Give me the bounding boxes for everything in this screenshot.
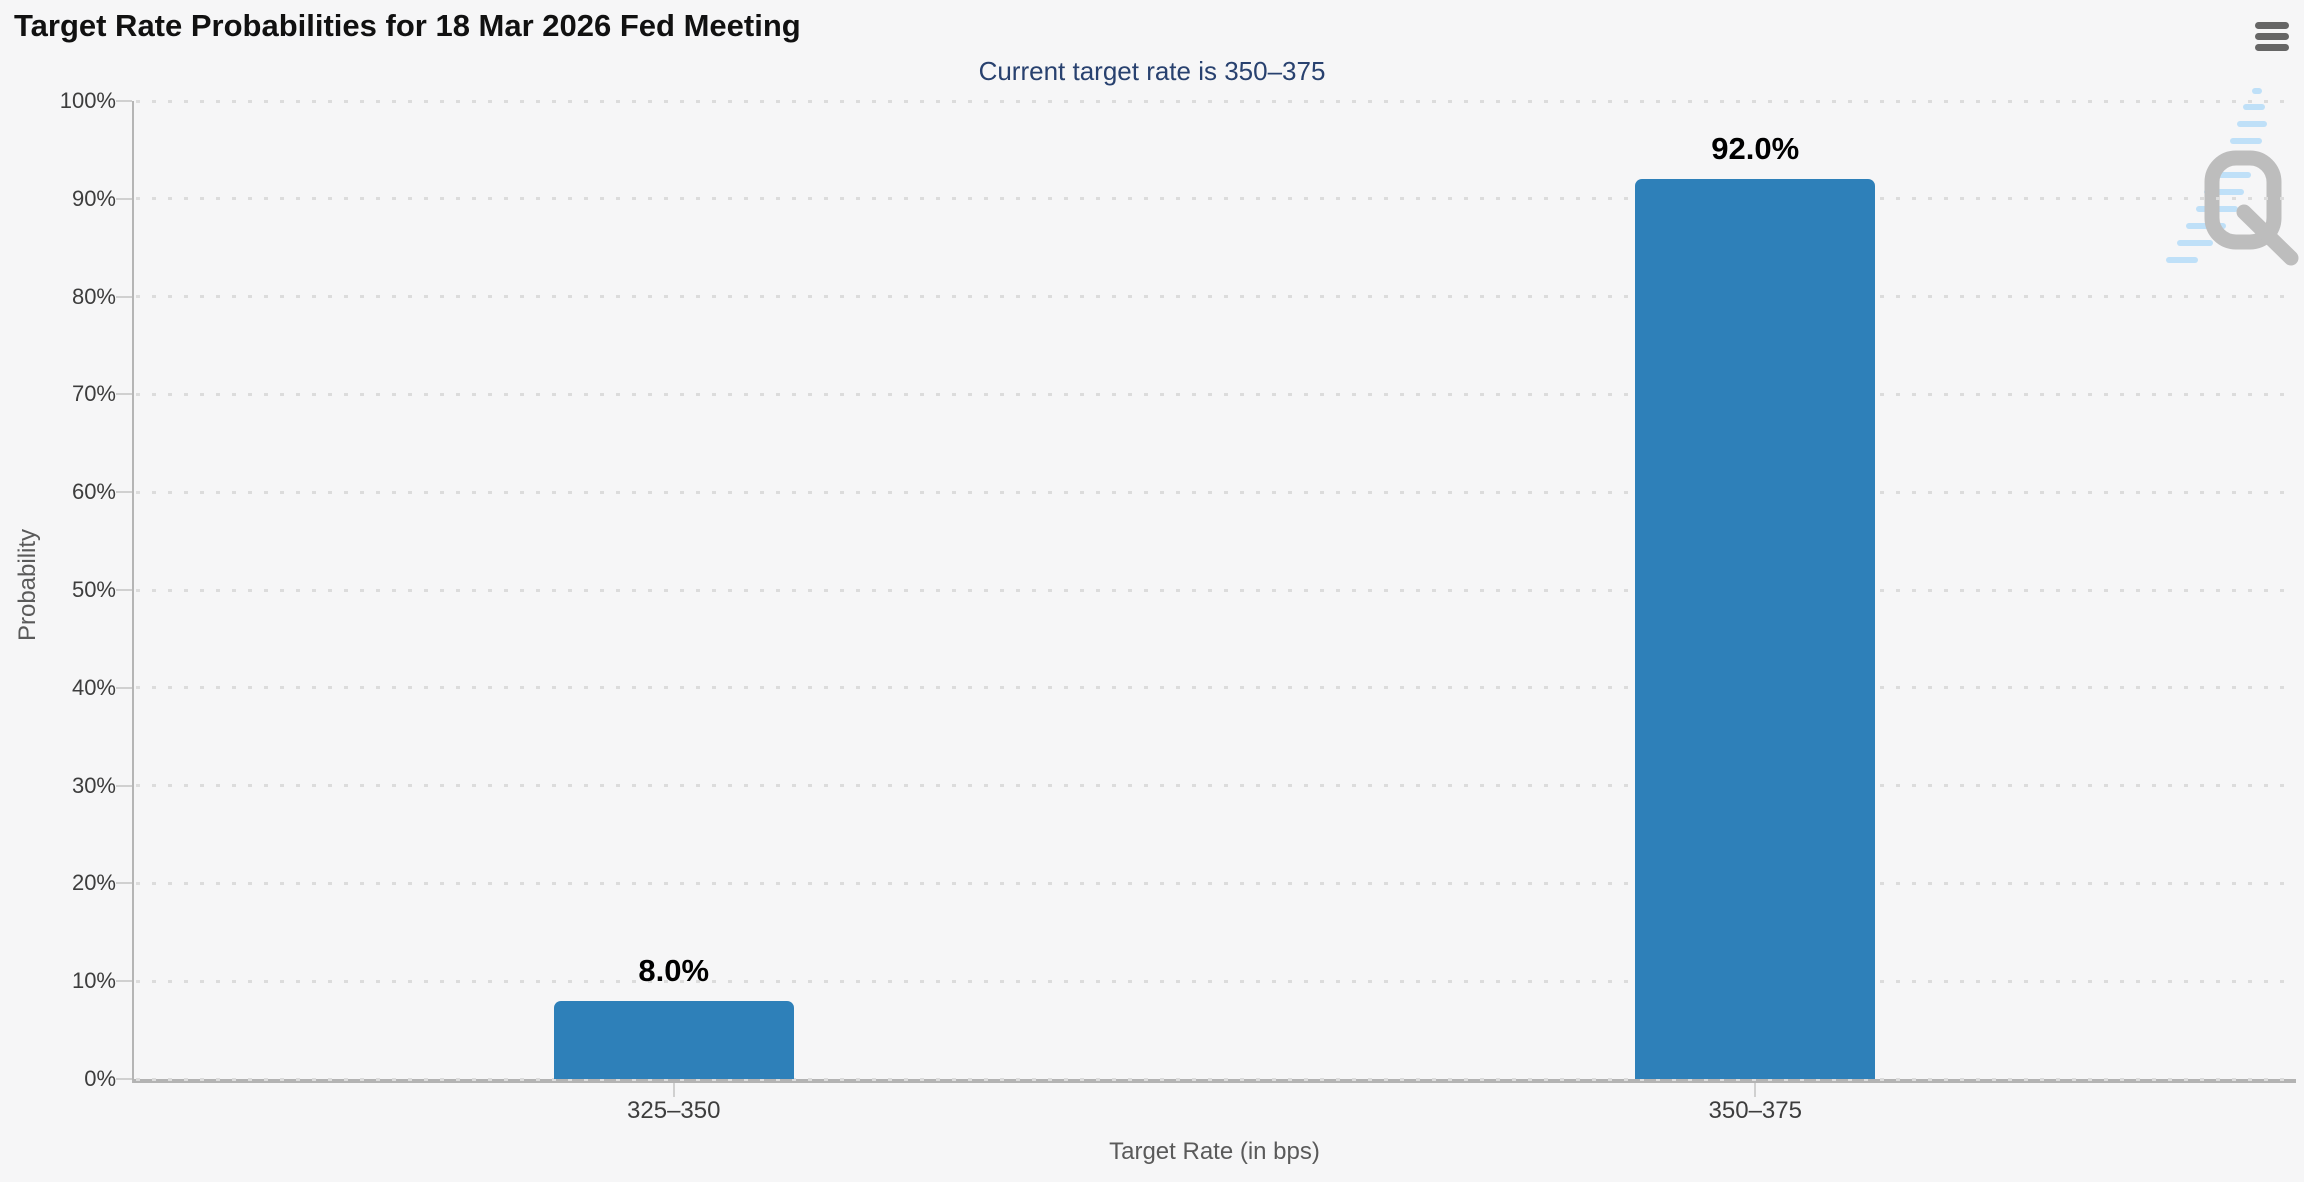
y-axis-tick [116,491,132,494]
hamburger-icon [2255,21,2289,29]
watermark-dash [2204,189,2244,195]
gridline [136,392,2296,396]
x-axis-category-label: 325–350 [627,1097,721,1124]
gridline [136,295,2296,299]
y-axis-tick [116,784,132,787]
watermark-dash [2252,88,2262,94]
gridline [136,588,2296,592]
x-axis-tick [672,1083,675,1097]
bar-value-label: 8.0% [638,952,710,988]
y-axis-tick [116,393,132,396]
bar-value-label: 92.0% [1711,131,1800,167]
y-axis-tick [116,197,132,200]
gridline [136,197,2296,201]
x-axis-line [133,1079,2296,1083]
gridline [136,784,2296,788]
watermark-dash [2166,257,2198,263]
chart-context-menu-button[interactable] [2246,12,2298,58]
bar[interactable] [1635,179,1876,1079]
y-axis-tick-label: 40% [71,674,116,700]
y-axis-tick-label: 10% [71,968,116,994]
y-axis-tick-label: 70% [71,381,116,407]
y-axis-line [132,101,134,1083]
gridline [136,490,2296,494]
y-axis-tick-label: 30% [71,772,116,798]
hamburger-icon [2255,43,2289,51]
y-axis-tick-label: 20% [71,870,116,896]
gridline [136,1077,2296,1081]
x-axis-title: Target Rate (in bps) [1109,1138,1320,1165]
bar[interactable] [553,1000,794,1079]
y-axis-tick-label: 90% [71,185,116,211]
watermark-dash [2230,138,2262,144]
y-axis-tick-label: 80% [71,283,116,309]
y-axis-tick [116,589,132,591]
gridline [136,99,2296,103]
y-axis-tick [116,100,132,102]
y-axis-tick-label: 60% [71,479,116,505]
watermark-dash [2213,172,2251,178]
watermark-dash [2243,104,2265,110]
y-axis-tick [116,882,132,885]
hamburger-icon [2255,32,2289,40]
chart-subtitle: Current target rate is 350–375 [978,56,1326,86]
gridline [136,881,2296,885]
y-axis-tick [116,980,132,983]
watermark-dash [2237,121,2267,127]
gridline [136,686,2296,690]
x-axis-category-label: 350–375 [1708,1097,1802,1124]
y-axis-tick [116,1078,132,1080]
gridline [136,979,2296,983]
y-axis-tick-label: 100% [59,88,116,113]
chart-title: Target Rate Probabilities for 18 Mar 202… [14,8,801,43]
y-axis-tick [116,295,132,298]
y-axis-tick-label: 50% [71,577,116,602]
y-axis-tick-label: 0% [84,1066,116,1091]
watermark-dash [2177,240,2213,246]
y-axis-tick [116,686,132,689]
x-axis-tick [1754,1083,1757,1097]
